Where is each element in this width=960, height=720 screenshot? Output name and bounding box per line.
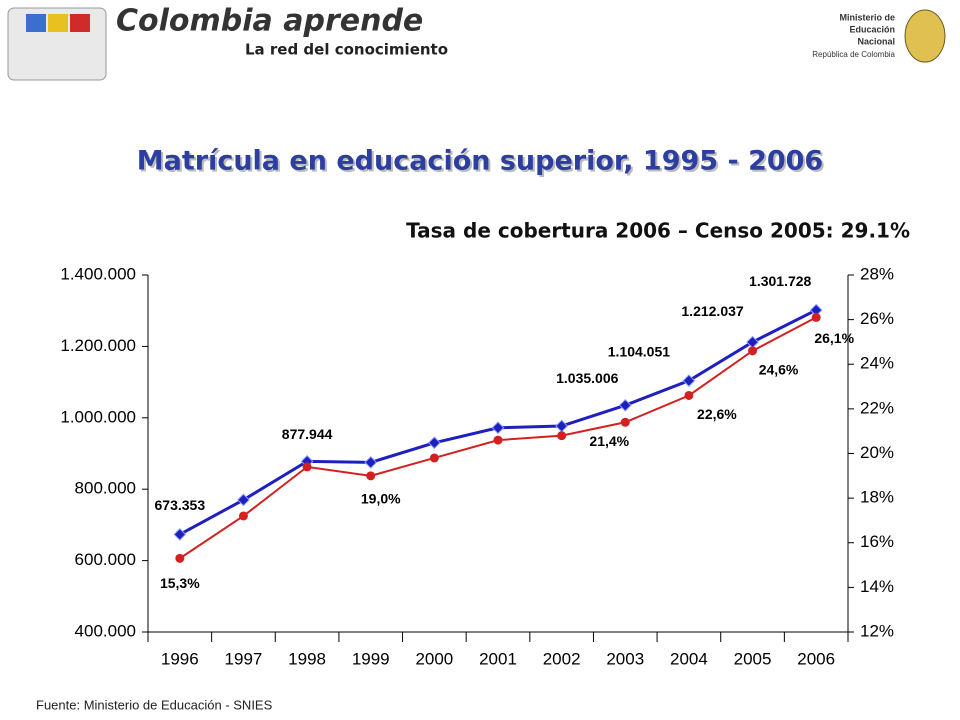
value-label: 15,3% (160, 575, 200, 591)
point (302, 462, 312, 472)
y-tick-label: 1.200.000 (60, 336, 136, 355)
point (427, 436, 441, 450)
point (238, 511, 248, 521)
x-tick-label: 2000 (415, 649, 453, 668)
y2-tick-label: 22% (860, 398, 894, 417)
y2-tick-label: 26% (860, 309, 894, 328)
y-tick-label: 400.000 (75, 621, 136, 640)
point (237, 493, 250, 507)
x-tick-label: 1999 (352, 649, 390, 668)
point (493, 435, 503, 445)
value-label: 19,0% (361, 491, 401, 507)
brand: Colombia aprende (116, 4, 423, 39)
point (555, 419, 569, 433)
point (557, 431, 567, 441)
value-label: 24,6% (759, 362, 799, 378)
tagline: La red del conocimiento (245, 41, 448, 59)
value-label: 1.212.037 (681, 303, 743, 319)
point (364, 456, 378, 469)
y-tick-label: 800.000 (75, 479, 136, 498)
value-label: 26,1% (814, 330, 854, 346)
y2-tick-label: 12% (860, 621, 894, 640)
y2-tick-label: 18% (860, 488, 894, 507)
x-tick-label: 2005 (734, 649, 772, 668)
value-label: 1.104.051 (608, 343, 670, 359)
point (429, 453, 439, 463)
point (748, 346, 758, 356)
point (175, 553, 185, 563)
point (746, 335, 759, 349)
y2-tick-label: 16% (860, 532, 894, 551)
value-label: 1.035.006 (556, 370, 618, 386)
logo-block (48, 14, 68, 32)
logo-block (70, 14, 90, 32)
subtitle: Tasa de cobertura 2006 – Censo 2005: 29.… (406, 219, 910, 243)
point (684, 390, 694, 400)
x-tick-label: 1996 (161, 649, 199, 668)
value-label: 21,4% (589, 433, 629, 449)
y2-tick-label: 20% (860, 443, 894, 462)
x-tick-label: 2002 (543, 649, 581, 668)
value-label: 877.944 (282, 426, 333, 442)
chart-title: Matrícula en educación superior, 1995 - … (137, 146, 823, 177)
ministry: Nacional (857, 36, 895, 46)
x-tick-label: 1997 (225, 649, 263, 668)
y2-tick-label: 28% (860, 264, 894, 283)
y2-tick-label: 14% (860, 577, 894, 596)
y-tick-label: 1.000.000 (60, 407, 136, 426)
point (809, 303, 823, 317)
point (491, 421, 505, 435)
logo (7, 7, 107, 81)
source: Fuente: Ministerio de Educación - SNIES (36, 697, 273, 712)
value-label: 673.353 (155, 497, 206, 513)
y-tick-label: 1.400.000 (60, 264, 136, 283)
x-tick-label: 2001 (479, 649, 517, 668)
point (811, 312, 821, 322)
ministry: República de Colombia (812, 50, 895, 59)
ministry: Educación (849, 24, 895, 34)
x-tick-label: 2004 (670, 649, 708, 668)
point (682, 374, 696, 388)
point (366, 471, 376, 481)
coat-of-arms (904, 9, 946, 63)
value-label: 1.301.728 (749, 273, 811, 289)
x-tick-label: 1998 (288, 649, 326, 668)
y2-tick-label: 24% (860, 354, 894, 373)
logo-block (26, 14, 46, 32)
point (173, 528, 187, 541)
x-tick-label: 2003 (606, 649, 644, 668)
point (618, 398, 632, 412)
value-label: 22,6% (697, 406, 737, 422)
y-tick-label: 600.000 (75, 550, 136, 569)
ministry: Ministerio de (839, 12, 895, 22)
x-tick-label: 2006 (797, 649, 835, 668)
point (620, 417, 630, 427)
